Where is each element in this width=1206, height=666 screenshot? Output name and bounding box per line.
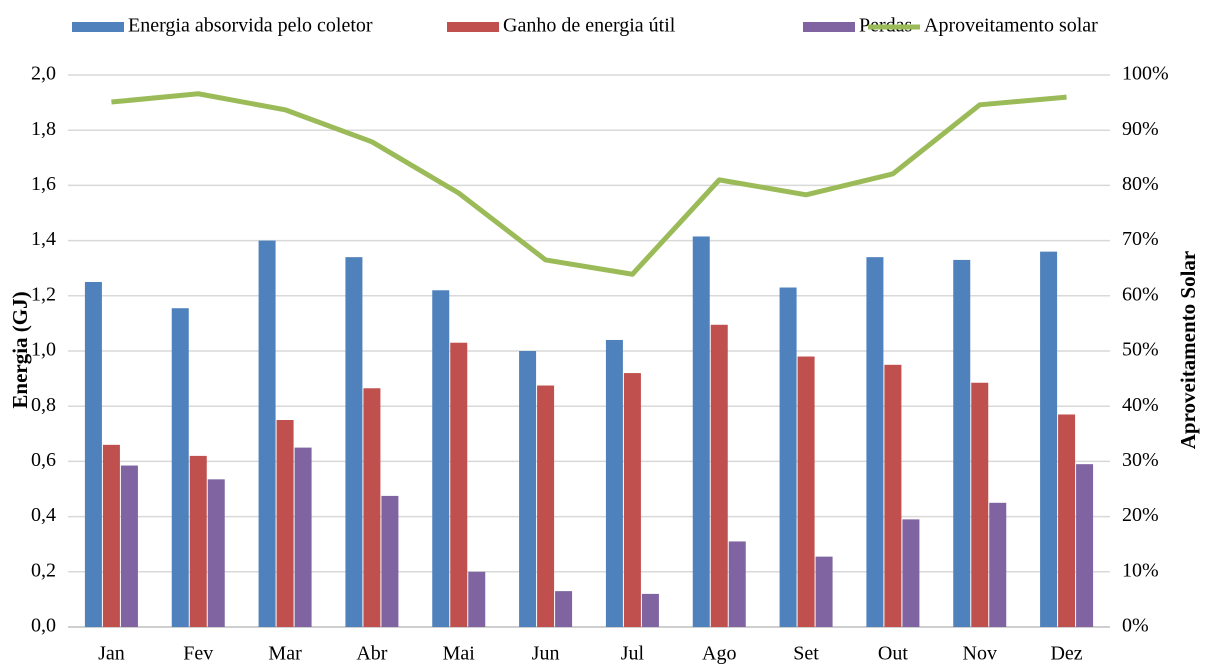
legend-swatch bbox=[72, 22, 124, 32]
line bbox=[111, 91, 1067, 277]
y2-tick-label: 80% bbox=[1122, 173, 1159, 195]
bar bbox=[537, 385, 555, 627]
x-tick-label: Jun bbox=[532, 643, 560, 665]
bar bbox=[468, 571, 486, 627]
legend-label: Aproveitamento solar bbox=[924, 15, 1098, 37]
bar bbox=[641, 593, 659, 627]
x-tick-label: Jan bbox=[98, 643, 125, 665]
bar bbox=[450, 342, 468, 627]
bar bbox=[902, 519, 920, 627]
bar bbox=[555, 591, 573, 627]
legend-swatch bbox=[447, 22, 499, 32]
y-tick-label: 0,8 bbox=[31, 394, 56, 416]
bar bbox=[120, 465, 138, 627]
y2-tick-label: 90% bbox=[1122, 118, 1159, 140]
x-tick-label: Nov bbox=[963, 643, 997, 665]
y-tick-label: 1,4 bbox=[31, 228, 56, 250]
bar bbox=[866, 257, 884, 627]
x-tick-label: Fev bbox=[183, 643, 213, 665]
y-tick-label: 1,2 bbox=[31, 283, 56, 305]
y2-tick-label: 60% bbox=[1122, 283, 1159, 305]
x-tick-label: Ago bbox=[702, 643, 736, 665]
bar bbox=[345, 257, 363, 627]
bar bbox=[84, 282, 102, 627]
bar bbox=[1076, 464, 1094, 627]
y2-tick-label: 30% bbox=[1122, 449, 1159, 471]
y2-tick-label: 100% bbox=[1122, 63, 1169, 85]
y2-axis-title: Aproveitamento Solar bbox=[1176, 251, 1200, 450]
bar bbox=[294, 447, 312, 627]
bar bbox=[710, 324, 728, 627]
y-tick-label: 0,4 bbox=[31, 504, 56, 526]
bar bbox=[276, 420, 294, 627]
bar bbox=[381, 495, 399, 627]
bar bbox=[605, 339, 623, 627]
legend-swatch bbox=[803, 22, 855, 32]
y-tick-label: 1,6 bbox=[31, 173, 56, 195]
y-tick-label: 0,0 bbox=[31, 615, 56, 637]
bar bbox=[728, 541, 746, 627]
bar bbox=[432, 290, 450, 627]
y2-tick-label: 50% bbox=[1122, 339, 1159, 361]
bar bbox=[519, 351, 537, 627]
bar bbox=[623, 373, 641, 627]
bar bbox=[258, 240, 276, 627]
bar bbox=[971, 382, 989, 627]
bar bbox=[779, 287, 797, 627]
bar bbox=[989, 502, 1007, 627]
y2-tick-label: 70% bbox=[1122, 228, 1159, 250]
bar bbox=[102, 444, 120, 627]
legend-label: Energia absorvida pelo coletor bbox=[128, 15, 373, 37]
bar bbox=[1040, 251, 1058, 627]
y2-tick-label: 20% bbox=[1122, 504, 1159, 526]
bar bbox=[207, 479, 225, 627]
x-tick-label: Jul bbox=[621, 643, 645, 665]
legend-label: Ganho de energia útil bbox=[503, 15, 676, 37]
bar bbox=[189, 455, 207, 627]
bar bbox=[953, 259, 971, 627]
y-axis-title: Energia (GJ) bbox=[8, 291, 32, 408]
x-tick-label: Mai bbox=[443, 643, 476, 665]
y-tick-label: 1,0 bbox=[31, 339, 56, 361]
y-tick-label: 2,0 bbox=[31, 63, 56, 85]
y2-tick-label: 10% bbox=[1122, 559, 1159, 581]
x-tick-label: Abr bbox=[356, 643, 387, 665]
y-tick-label: 1,8 bbox=[31, 118, 56, 140]
x-tick-label: Mar bbox=[268, 643, 302, 665]
bar bbox=[363, 388, 381, 627]
bar bbox=[171, 308, 189, 627]
x-tick-label: Set bbox=[793, 643, 819, 665]
bar bbox=[797, 356, 815, 627]
x-tick-label: Out bbox=[878, 643, 908, 665]
x-tick-label: Dez bbox=[1050, 643, 1082, 665]
bar bbox=[1058, 414, 1076, 627]
bar bbox=[884, 364, 902, 627]
y-tick-label: 0,2 bbox=[31, 559, 56, 581]
y-tick-label: 0,6 bbox=[31, 449, 56, 471]
y2-tick-label: 40% bbox=[1122, 394, 1159, 416]
y2-tick-label: 0% bbox=[1122, 615, 1149, 637]
bar bbox=[692, 236, 710, 627]
bar bbox=[815, 556, 833, 627]
